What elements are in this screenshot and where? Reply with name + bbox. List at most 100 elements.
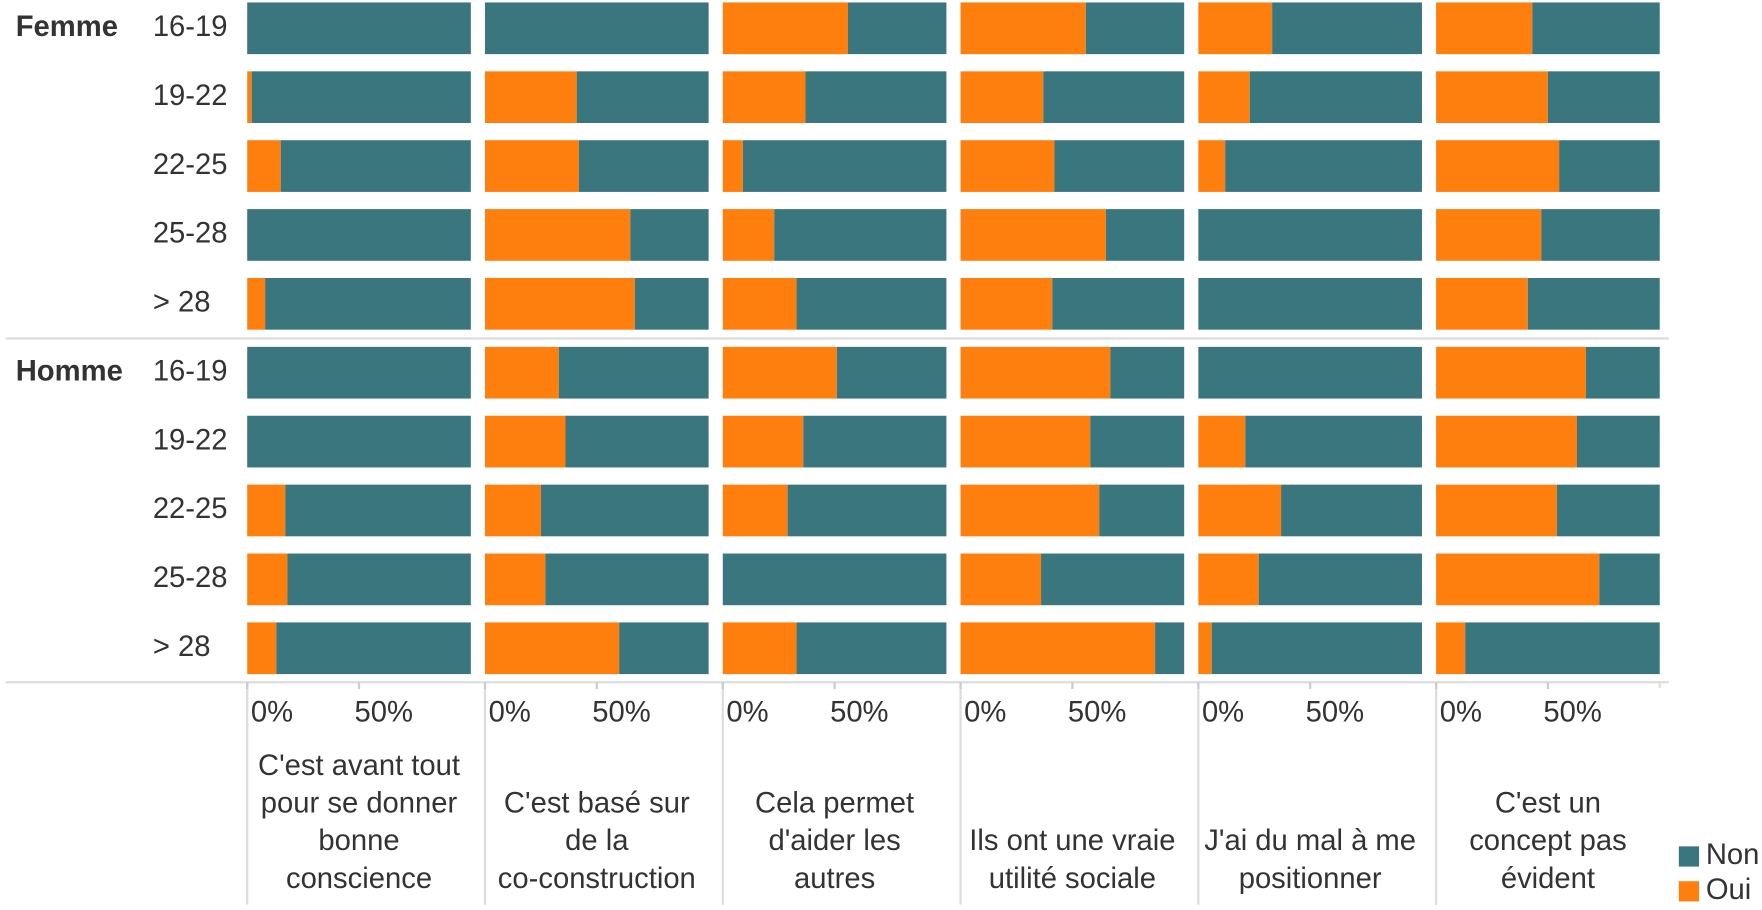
bar-segment: [722, 622, 797, 675]
bar-segment: [1436, 277, 1528, 330]
legend-label: Non: [1706, 839, 1760, 871]
bar-segment: [848, 2, 947, 55]
bar-segment: [1436, 71, 1548, 124]
panel-title: évident: [1501, 863, 1595, 895]
x-tick-label: 50%: [1543, 696, 1601, 728]
bar-segment: [1099, 484, 1185, 537]
bar-segment: [774, 209, 947, 261]
bar-segment: [280, 140, 471, 192]
x-tick-label: 50%: [592, 696, 650, 728]
bar-segment: [1043, 71, 1185, 124]
bar-segment: [1090, 415, 1185, 468]
bar-segment: [1272, 2, 1422, 55]
bar-segment: [484, 415, 566, 468]
bar-segment: [1585, 346, 1660, 399]
bar-segment: [484, 140, 579, 192]
panel-title: conscience: [286, 863, 432, 895]
bar-segment: [1198, 622, 1212, 675]
bar-segment: [1245, 415, 1422, 468]
bar-segment: [1436, 484, 1557, 537]
x-tick-label: 0%: [489, 696, 531, 728]
bar-segment: [1281, 484, 1422, 537]
panel-title: C'est basé sur: [504, 788, 690, 820]
legend-swatch: [1678, 881, 1700, 902]
x-tick-label: 50%: [830, 696, 888, 728]
row-label: 19-22: [153, 80, 228, 112]
bar-segment: [722, 140, 743, 192]
bar-segment: [722, 415, 804, 468]
bar-segment: [247, 209, 471, 261]
bar-segment: [1556, 484, 1660, 537]
panel-title: C'est avant tout: [258, 750, 460, 782]
bar-segment: [1249, 71, 1422, 124]
bar-segment: [796, 622, 947, 675]
bar-segment: [1547, 71, 1660, 124]
row-label: > 28: [153, 631, 211, 663]
bar-segment: [578, 140, 709, 192]
row-label: > 28: [153, 287, 211, 319]
bar-segment: [247, 622, 277, 675]
bar-segment: [1527, 277, 1660, 330]
panel-title: C'est un: [1495, 788, 1601, 820]
panel-title: Cela permet: [755, 788, 914, 820]
bar-segment: [1577, 415, 1660, 468]
bar-segment: [960, 277, 1053, 330]
bar-segment: [1198, 209, 1422, 261]
bar-segment: [1436, 346, 1586, 399]
x-tick-label: 0%: [964, 696, 1006, 728]
bar-segment: [960, 622, 1156, 675]
bar-segment: [1198, 553, 1259, 606]
bar-segment: [1198, 2, 1273, 55]
bar-segment: [484, 209, 631, 261]
bar-segment: [1155, 622, 1185, 675]
panel-title: J'ai du mal à me: [1204, 825, 1416, 857]
bar-segment: [1436, 140, 1560, 192]
bar-segment: [1198, 277, 1422, 330]
bar-segment: [803, 415, 947, 468]
panel-title: utilité sociale: [989, 863, 1156, 895]
bar-segment: [1465, 622, 1660, 675]
bar-segment: [484, 346, 559, 399]
bar-segment: [722, 484, 788, 537]
bar-segment: [960, 2, 1086, 55]
x-tick-label: 50%: [355, 696, 413, 728]
bar-segment: [247, 71, 252, 124]
bar-segment: [722, 209, 775, 261]
bar-segment: [285, 484, 471, 537]
bar-segment: [276, 622, 471, 675]
bar-segment: [1198, 140, 1226, 192]
bar-segment: [805, 71, 947, 124]
bar-segment: [742, 140, 947, 192]
bar-segment: [1225, 140, 1422, 192]
bar-segment: [1436, 415, 1578, 468]
bar-segment: [1085, 2, 1185, 55]
bar-segment: [247, 2, 471, 55]
bar-segment: [722, 553, 947, 606]
bar-segment: [960, 140, 1055, 192]
x-tick-label: 0%: [1440, 696, 1482, 728]
panel-title: bonne: [318, 825, 399, 857]
bar-segment: [1198, 484, 1282, 537]
row-label: 16-19: [153, 355, 228, 387]
bar-segment: [484, 2, 709, 55]
bar-segment: [1258, 553, 1422, 606]
bar-segment: [251, 71, 471, 124]
bar-segment: [960, 71, 1044, 124]
bar-segment: [1436, 2, 1533, 55]
bar-segment: [787, 484, 947, 537]
bar-segment: [247, 140, 281, 192]
bar-segment: [960, 346, 1111, 399]
bar-segment: [247, 553, 288, 606]
bar-segment: [484, 622, 620, 675]
bar-segment: [634, 277, 709, 330]
bar-segment: [1052, 277, 1185, 330]
bar-segment: [1436, 622, 1466, 675]
bar-segment: [1532, 2, 1660, 55]
bar-segment: [287, 553, 471, 606]
bar-segment: [1211, 622, 1422, 675]
bar-segment: [1436, 553, 1600, 606]
legend-label: Oui: [1706, 874, 1751, 905]
bar-segment: [545, 553, 709, 606]
x-tick-label: 0%: [251, 696, 293, 728]
bar-segment: [1110, 346, 1185, 399]
